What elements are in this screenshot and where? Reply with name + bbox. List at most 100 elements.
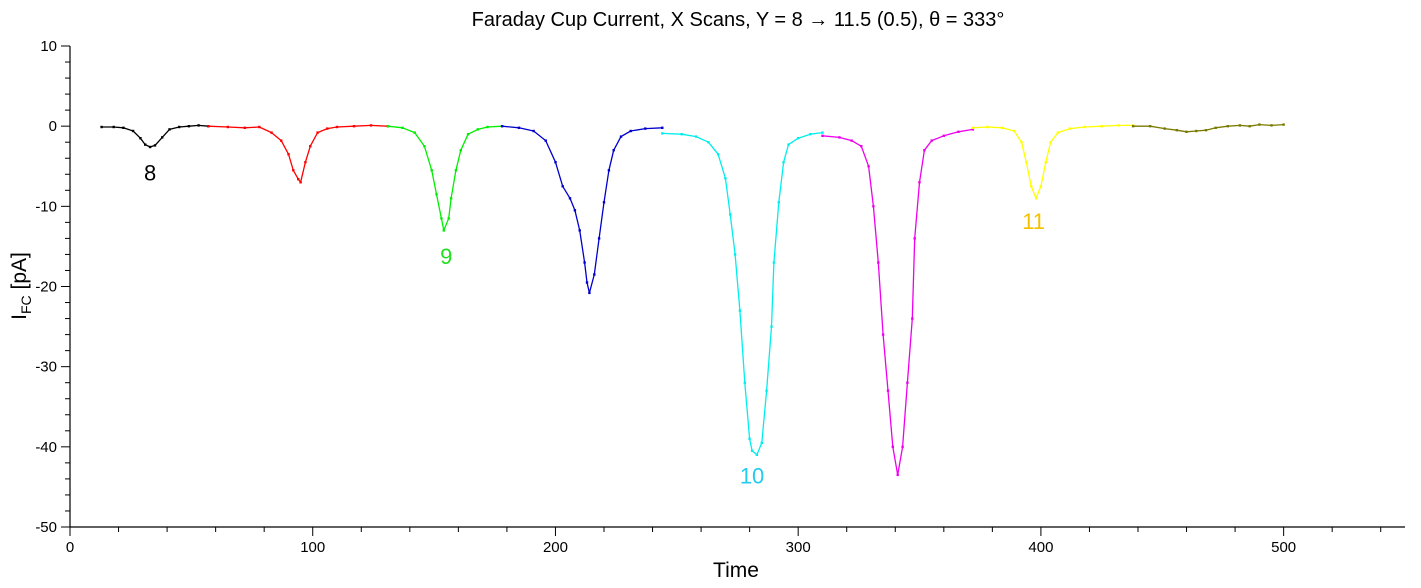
data-point — [755, 453, 759, 456]
data-point — [911, 317, 914, 320]
data-point — [901, 445, 904, 448]
data-point — [532, 129, 535, 133]
data-point — [821, 131, 824, 134]
data-point — [401, 126, 404, 129]
data-point — [316, 131, 319, 134]
data-point — [568, 197, 572, 200]
data-point — [918, 181, 921, 184]
peak-annotation: 9 — [440, 244, 452, 269]
data-point — [750, 449, 754, 452]
data-point — [449, 197, 453, 200]
peak-annotation: 10 — [740, 464, 764, 489]
data-point — [1020, 141, 1023, 144]
data-point — [517, 126, 521, 129]
plot-area — [100, 123, 1285, 477]
data-point — [430, 169, 433, 172]
data-point — [561, 185, 564, 188]
data-point — [168, 128, 171, 131]
data-point — [1238, 124, 1242, 127]
series-line — [502, 125, 663, 294]
data-point — [459, 149, 462, 152]
data-point — [1000, 126, 1004, 129]
x-axis-label: Time — [713, 559, 759, 582]
data-point — [1163, 127, 1166, 130]
data-point — [243, 126, 246, 129]
data-point — [821, 134, 824, 137]
x-tick-label: 500 — [1271, 539, 1296, 556]
x-tick-label: 300 — [786, 539, 811, 556]
data-point — [913, 237, 916, 240]
data-point — [486, 125, 489, 129]
data-point — [131, 129, 135, 133]
data-point — [607, 169, 611, 172]
y-tick-label: 10 — [40, 38, 57, 55]
series-5 — [661, 131, 824, 456]
data-point — [435, 193, 438, 196]
data-point — [500, 125, 504, 128]
data-point — [287, 153, 290, 156]
data-point — [772, 261, 776, 264]
data-point — [797, 137, 800, 140]
data-point — [476, 128, 479, 131]
data-point — [881, 333, 885, 336]
data-point — [454, 169, 458, 172]
series-7 — [971, 124, 1135, 200]
x-tick-label: 400 — [1028, 539, 1053, 556]
data-point — [850, 139, 853, 142]
data-point — [770, 325, 773, 328]
data-point — [644, 127, 647, 130]
y-tick-label: -30 — [35, 359, 57, 376]
series-line — [972, 124, 1134, 199]
data-point — [733, 253, 737, 256]
data-point — [304, 161, 307, 164]
data-point — [1195, 129, 1198, 133]
data-point — [695, 135, 698, 138]
data-point — [178, 125, 181, 129]
peak-annotation: 11 — [1022, 209, 1045, 234]
data-point — [335, 125, 339, 129]
data-point — [886, 389, 890, 392]
data-point — [187, 125, 191, 128]
y-tick-label: -10 — [35, 198, 57, 215]
data-point — [1039, 185, 1043, 188]
data-point — [1148, 125, 1152, 128]
data-point — [787, 143, 790, 146]
data-point — [612, 149, 615, 152]
data-point — [440, 217, 443, 220]
data-point — [986, 125, 989, 129]
data-point — [369, 124, 373, 127]
data-point — [1100, 125, 1103, 128]
data-point — [544, 139, 547, 142]
data-point — [1175, 129, 1178, 132]
data-point — [423, 145, 426, 148]
y-tick-label: -40 — [35, 439, 57, 456]
data-point — [680, 133, 683, 136]
data-point — [838, 136, 841, 139]
series-line — [387, 125, 503, 232]
data-point — [867, 165, 870, 168]
data-point — [1049, 141, 1052, 144]
data-point — [707, 141, 710, 144]
data-point — [292, 169, 295, 172]
series-3 — [386, 125, 504, 232]
series-8 — [1131, 123, 1285, 133]
data-point — [1083, 125, 1086, 129]
data-point — [447, 217, 450, 220]
data-point — [748, 437, 751, 440]
data-point — [891, 445, 894, 448]
chart-title: Faraday Cup Current, X Scans, Y = 8 → 11… — [472, 9, 1005, 31]
data-point — [629, 129, 632, 133]
data-point — [226, 125, 229, 129]
data-point — [743, 381, 746, 384]
data-point — [1185, 130, 1188, 133]
y-axis-label: IFC [pA] — [8, 252, 34, 320]
data-point — [1056, 131, 1060, 134]
data-point — [738, 309, 742, 312]
data-point — [578, 229, 581, 232]
data-point — [593, 273, 596, 276]
data-point — [923, 149, 926, 152]
data-point — [971, 126, 975, 129]
data-point — [942, 134, 945, 137]
